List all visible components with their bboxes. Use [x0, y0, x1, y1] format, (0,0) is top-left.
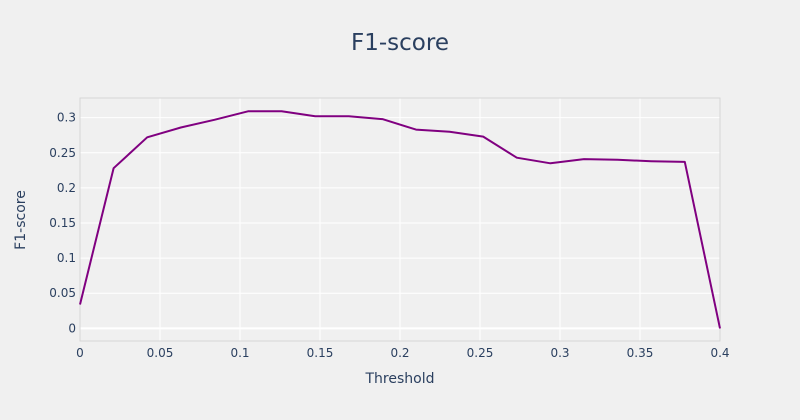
x-tick-label: 0 — [76, 346, 84, 360]
plot-frame — [79, 97, 721, 342]
y-tick-label: 0.25 — [49, 146, 76, 160]
x-tick-label: 0.35 — [627, 346, 654, 360]
y-tick-label: 0 — [68, 321, 76, 335]
x-tick-label: 0.25 — [467, 346, 494, 360]
y-tick-label: 0.2 — [57, 181, 76, 195]
chart-title: F1-score — [351, 30, 449, 56]
y-tick-label: 0.15 — [49, 216, 76, 230]
x-axis-ticks: 0 0.05 0.1 0.15 0.2 0.25 0.3 0.35 0.4 — [76, 346, 729, 360]
x-axis-title: Threshold — [365, 371, 435, 387]
y-tick-label: 0.3 — [57, 111, 76, 125]
y-axis-ticks: 0 0.05 0.1 0.15 0.2 0.25 0.3 — [49, 111, 76, 336]
x-tick-label: 0.15 — [307, 346, 334, 360]
y-tick-label: 0.05 — [49, 286, 76, 300]
f1-score-line — [79, 110, 721, 329]
x-tick-label: 0.2 — [390, 346, 409, 360]
x-tick-label: 0.4 — [710, 346, 729, 360]
y-tick-label: 0.1 — [57, 251, 76, 265]
y-axis-title: F1-score — [13, 190, 29, 250]
x-tick-label: 0.05 — [147, 346, 174, 360]
x-tick-label: 0.1 — [230, 346, 249, 360]
x-tick-label: 0.3 — [550, 346, 569, 360]
